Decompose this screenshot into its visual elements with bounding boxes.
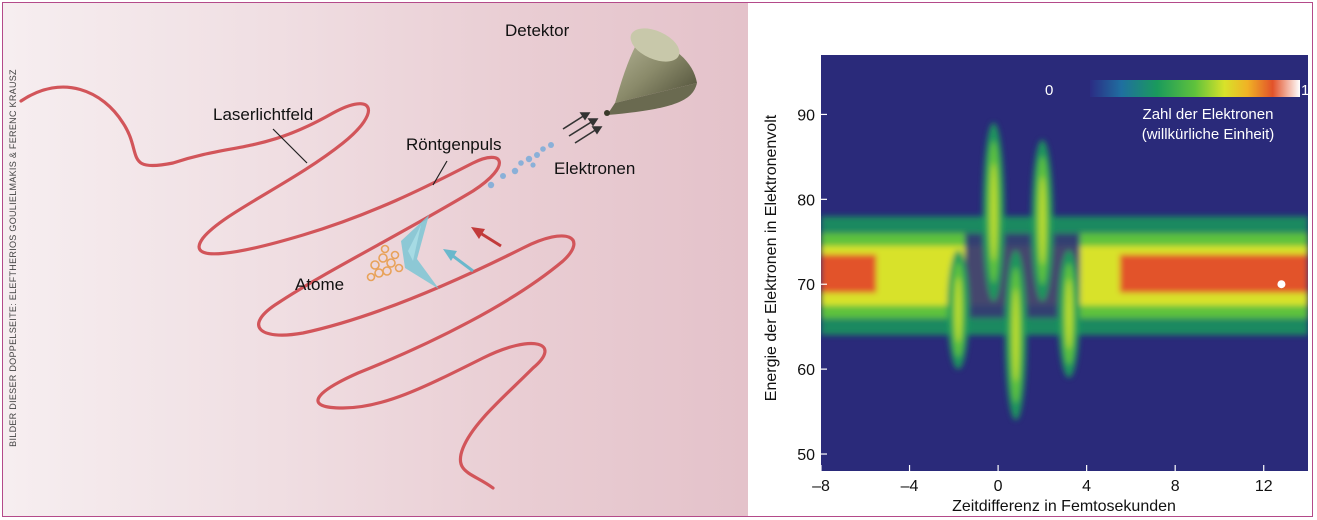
colorbar-max-label: 1 (1301, 82, 1309, 99)
y-tick-label: 50 (797, 447, 815, 464)
xray-pulse (401, 215, 439, 289)
heatmap-chart: –8 –4 0 4 8 12 50 60 70 80 90 0 1 Zahl der Elektro… (763, 55, 1309, 515)
x-axis-label: Zeitdifferenz in Femtosekunden (952, 498, 1176, 515)
colorbar-min-label: 0 (1045, 82, 1053, 99)
colorbar-label-line2: (willkürliche Einheit) (1142, 126, 1275, 143)
detector-icon (604, 28, 697, 116)
x-tick-label: 0 (994, 478, 1003, 495)
y-axis-label: Energie der Elektronen in Elektronenvolt (763, 114, 780, 401)
colorbar-label-line1: Zahl der Elektronen (1143, 106, 1274, 123)
x-tick-label: 4 (1082, 478, 1091, 495)
label-elektronen: Elektronen (554, 159, 636, 178)
y-tick-label: 60 (797, 362, 815, 379)
chart-panel: –8 –4 0 4 8 12 50 60 70 80 90 0 1 Zahl der Elektro… (748, 3, 1312, 516)
label-detektor: Detektor (505, 21, 570, 40)
xray-arrow (443, 249, 474, 273)
label-roentgenpuls: Röntgenpuls (406, 135, 502, 154)
laser-field-wave (19, 85, 576, 490)
y-tick-label: 90 (797, 107, 815, 124)
x-tick-label: –4 (901, 478, 919, 495)
atoms-cluster (366, 244, 404, 282)
y-tick-label: 70 (797, 277, 815, 294)
x-tick-label: 8 (1171, 478, 1180, 495)
colorbar (1090, 80, 1300, 97)
label-atome: Atome (295, 275, 345, 294)
x-tick-label: 12 (1255, 478, 1273, 495)
electron-motion-arrows (562, 112, 603, 144)
schematic-svg (19, 28, 697, 490)
y-tick-label: 80 (797, 192, 815, 209)
laser-arrow (471, 227, 502, 248)
schematic-panel: BILDER DIESER DOPPELSEITE: ELEFTHERIOS G… (3, 3, 748, 516)
label-laserlichtfeld: Laserlichtfeld (213, 105, 314, 124)
heatmap-signal (821, 122, 1308, 421)
x-tick-label: –8 (812, 478, 830, 495)
electron-beam (487, 142, 554, 189)
